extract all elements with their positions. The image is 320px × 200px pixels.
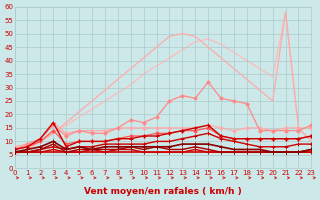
X-axis label: Vent moyen/en rafales ( km/h ): Vent moyen/en rafales ( km/h ) xyxy=(84,187,242,196)
